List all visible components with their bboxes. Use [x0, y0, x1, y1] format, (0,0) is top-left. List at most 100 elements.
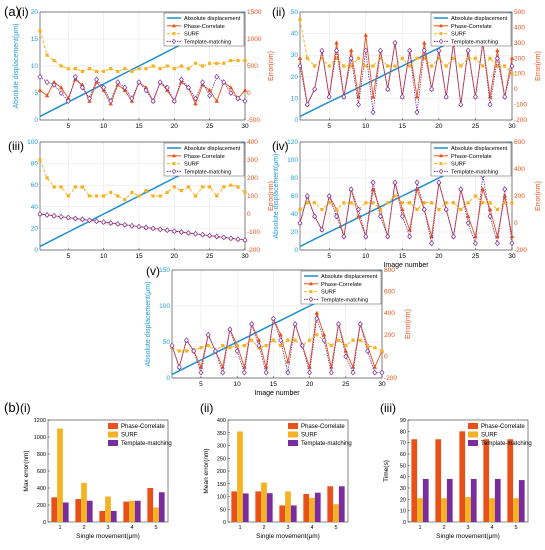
- chart-b-iii: (iii) 0 10 20 30 40 50 60 70 80 90 1 2 3 4 5 Time(s) Sing…: [380, 401, 532, 540]
- legend-label: Phase-Correlate: [184, 154, 225, 160]
- panel-label: (ii): [200, 401, 213, 415]
- data-point: [52, 185, 56, 189]
- bar: [129, 500, 135, 522]
- series-line-diamond: [299, 175, 513, 244]
- data-point: [137, 194, 141, 198]
- y-right-tick-label: 800: [384, 267, 395, 274]
- y-right-tick-label: 400: [514, 166, 525, 173]
- data-point: [371, 201, 375, 205]
- data-point: [334, 56, 339, 60]
- data-point: [304, 101, 310, 108]
- data-point: [502, 93, 508, 100]
- data-point: [44, 93, 50, 98]
- y-left-tick-label: 40: [291, 211, 299, 218]
- data-point: [414, 179, 420, 186]
- data-point: [193, 230, 198, 237]
- x-tick-label: 10: [362, 253, 370, 260]
- data-point: [299, 342, 305, 349]
- chart-a-ii: (ii)5 10 15 20 25 3001020304050-200-100010020…: [272, 5, 542, 130]
- legend-label: SURF: [301, 433, 318, 439]
- panel-label: (iii): [8, 139, 24, 153]
- data-point: [72, 215, 78, 222]
- data-point: [66, 67, 70, 71]
- data-point: [177, 349, 181, 353]
- data-point: [444, 201, 448, 205]
- x-tick-label: 25: [472, 253, 480, 260]
- bar: [489, 498, 495, 522]
- x-tick-label: 15: [135, 253, 143, 260]
- data-point: [164, 227, 170, 234]
- bar: [470, 478, 477, 522]
- x-tick-label: 10: [234, 381, 242, 388]
- y-tick-label: 800: [37, 452, 46, 458]
- data-point: [72, 73, 78, 80]
- data-point: [51, 79, 57, 84]
- data-point: [385, 233, 391, 240]
- data-point: [212, 348, 218, 354]
- data-point: [278, 337, 284, 344]
- data-point: [243, 190, 247, 194]
- data-point: [87, 67, 92, 71]
- data-point: [379, 369, 385, 376]
- data-point: [242, 98, 248, 105]
- series-line-diamond: [299, 42, 513, 113]
- data-point: [429, 64, 434, 68]
- data-point: [58, 90, 64, 96]
- y-left-tick-label: 30: [291, 52, 299, 59]
- x-tick-label: 10: [100, 123, 108, 130]
- y-left-axis-label: Absolute displacement(μm): [145, 282, 152, 367]
- y-left-tick-label: 20: [31, 225, 39, 232]
- y-left-tick-label: 0: [34, 117, 38, 124]
- data-point: [415, 207, 419, 212]
- data-point: [205, 331, 211, 338]
- bar: [75, 499, 82, 522]
- data-point: [380, 349, 384, 353]
- data-point: [235, 236, 241, 243]
- legend-label: SURF: [321, 290, 337, 296]
- data-point: [305, 201, 309, 205]
- x-tick-label: 5: [154, 525, 157, 531]
- data-point: [228, 346, 232, 350]
- data-point: [115, 79, 121, 86]
- x-tick-label: 4: [490, 525, 493, 531]
- legend-marker: [308, 296, 314, 303]
- data-point: [229, 183, 233, 187]
- data-point: [319, 47, 325, 54]
- data-point: [495, 207, 499, 212]
- data-point: [229, 59, 233, 63]
- data-point: [207, 87, 212, 92]
- y-right-tick-label: 400: [247, 139, 258, 146]
- data-point: [130, 190, 134, 194]
- data-point: [271, 338, 275, 342]
- data-point: [130, 69, 134, 73]
- x-tick-label: 4: [130, 525, 133, 531]
- data-point: [312, 86, 318, 93]
- legend-marker: [309, 281, 313, 286]
- data-point: [87, 194, 92, 198]
- y-tick-label: 20: [400, 497, 406, 503]
- data-point: [378, 207, 383, 212]
- data-point: [314, 315, 320, 322]
- data-point: [193, 101, 198, 106]
- panel-label: (iii): [380, 401, 396, 415]
- chart-b-ii: (ii) 0 50 100 150 200 250 300 350 400 1 2 3 4 5 Mean er…: [200, 401, 352, 540]
- data-point: [157, 226, 163, 233]
- panel-label: (iv): [272, 139, 289, 153]
- data-point: [363, 32, 368, 37]
- x-tick-label: 15: [399, 253, 407, 260]
- y-left-tick-label: 80: [31, 161, 39, 168]
- data-point: [386, 64, 390, 68]
- data-point: [221, 344, 225, 348]
- data-point: [169, 342, 175, 349]
- legend-label: Phase-Correlate: [301, 424, 345, 430]
- data-point: [208, 61, 212, 65]
- data-point: [320, 56, 324, 60]
- bar: [309, 497, 315, 522]
- data-point: [236, 59, 240, 63]
- y-tick-label: 200: [37, 503, 46, 509]
- x-tick-label: 30: [241, 123, 249, 130]
- y-right-tick-label: 500: [247, 63, 258, 70]
- data-point: [429, 86, 435, 93]
- y-left-tick-label: 150: [159, 267, 170, 274]
- data-point: [356, 206, 361, 213]
